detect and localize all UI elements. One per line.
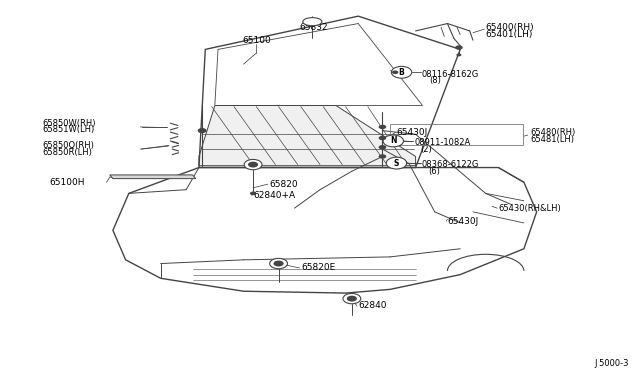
Text: (8): (8) — [429, 76, 442, 85]
Circle shape — [198, 128, 207, 133]
Circle shape — [250, 192, 256, 195]
Circle shape — [392, 70, 398, 74]
Circle shape — [379, 145, 387, 150]
Text: (6): (6) — [428, 167, 440, 176]
Polygon shape — [109, 175, 196, 179]
Text: 65100: 65100 — [242, 36, 271, 45]
Text: 65820: 65820 — [269, 180, 298, 189]
Text: N: N — [390, 137, 397, 145]
Text: J 5000-3: J 5000-3 — [595, 359, 629, 368]
Circle shape — [244, 160, 262, 170]
Circle shape — [379, 125, 387, 129]
Text: 65430(RH&LH): 65430(RH&LH) — [499, 203, 561, 213]
Text: 08911-1082A: 08911-1082A — [414, 138, 470, 147]
Text: (2): (2) — [420, 145, 433, 154]
Text: 62840: 62840 — [358, 301, 387, 311]
Ellipse shape — [303, 17, 322, 26]
Circle shape — [343, 294, 361, 304]
Text: 65481(LH): 65481(LH) — [531, 135, 574, 144]
Circle shape — [273, 260, 284, 266]
Circle shape — [387, 157, 406, 169]
Circle shape — [379, 154, 387, 159]
Circle shape — [269, 259, 287, 269]
Text: 65430J: 65430J — [447, 217, 479, 225]
Circle shape — [379, 136, 387, 140]
Text: S: S — [394, 158, 399, 168]
Text: 65480(RH): 65480(RH) — [531, 128, 575, 137]
Circle shape — [248, 161, 258, 167]
Text: 65401(LH): 65401(LH) — [486, 30, 533, 39]
Text: 65832: 65832 — [300, 23, 328, 32]
Text: B: B — [399, 68, 404, 77]
Circle shape — [383, 135, 403, 147]
Text: 65850W(RH): 65850W(RH) — [43, 119, 96, 128]
Circle shape — [455, 45, 463, 50]
Text: 08368-6122G: 08368-6122G — [422, 160, 479, 169]
Text: 65820E: 65820E — [301, 263, 335, 272]
Text: 65851W(LH): 65851W(LH) — [43, 125, 95, 134]
Text: 65850R(LH): 65850R(LH) — [43, 148, 93, 157]
Circle shape — [392, 66, 412, 78]
Circle shape — [456, 54, 461, 57]
Polygon shape — [199, 106, 415, 166]
Text: 65400(RH): 65400(RH) — [486, 23, 534, 32]
Text: 65100H: 65100H — [49, 178, 84, 187]
Circle shape — [347, 296, 357, 302]
Text: 65430J: 65430J — [396, 128, 428, 137]
Text: 62840+A: 62840+A — [253, 191, 295, 200]
Text: 65850Q(RH): 65850Q(RH) — [43, 141, 95, 150]
Text: 08116-8162G: 08116-8162G — [422, 70, 479, 79]
